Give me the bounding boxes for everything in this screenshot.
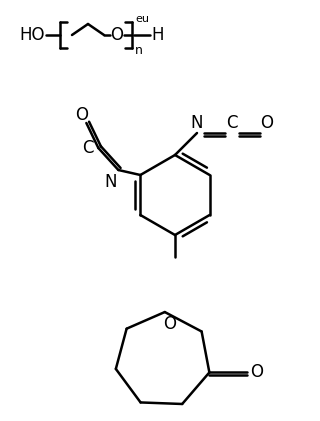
Text: C: C	[83, 139, 94, 157]
Text: O: O	[110, 26, 124, 44]
Text: O: O	[250, 363, 263, 381]
Text: N: N	[104, 173, 116, 191]
Text: H: H	[152, 26, 164, 44]
Text: O: O	[260, 114, 274, 132]
Text: n: n	[135, 45, 143, 58]
Text: O: O	[75, 106, 88, 124]
Text: HO: HO	[19, 26, 45, 44]
Text: C: C	[226, 114, 238, 132]
Text: eu: eu	[135, 14, 149, 24]
Text: O: O	[163, 315, 176, 333]
Text: N: N	[191, 114, 203, 132]
